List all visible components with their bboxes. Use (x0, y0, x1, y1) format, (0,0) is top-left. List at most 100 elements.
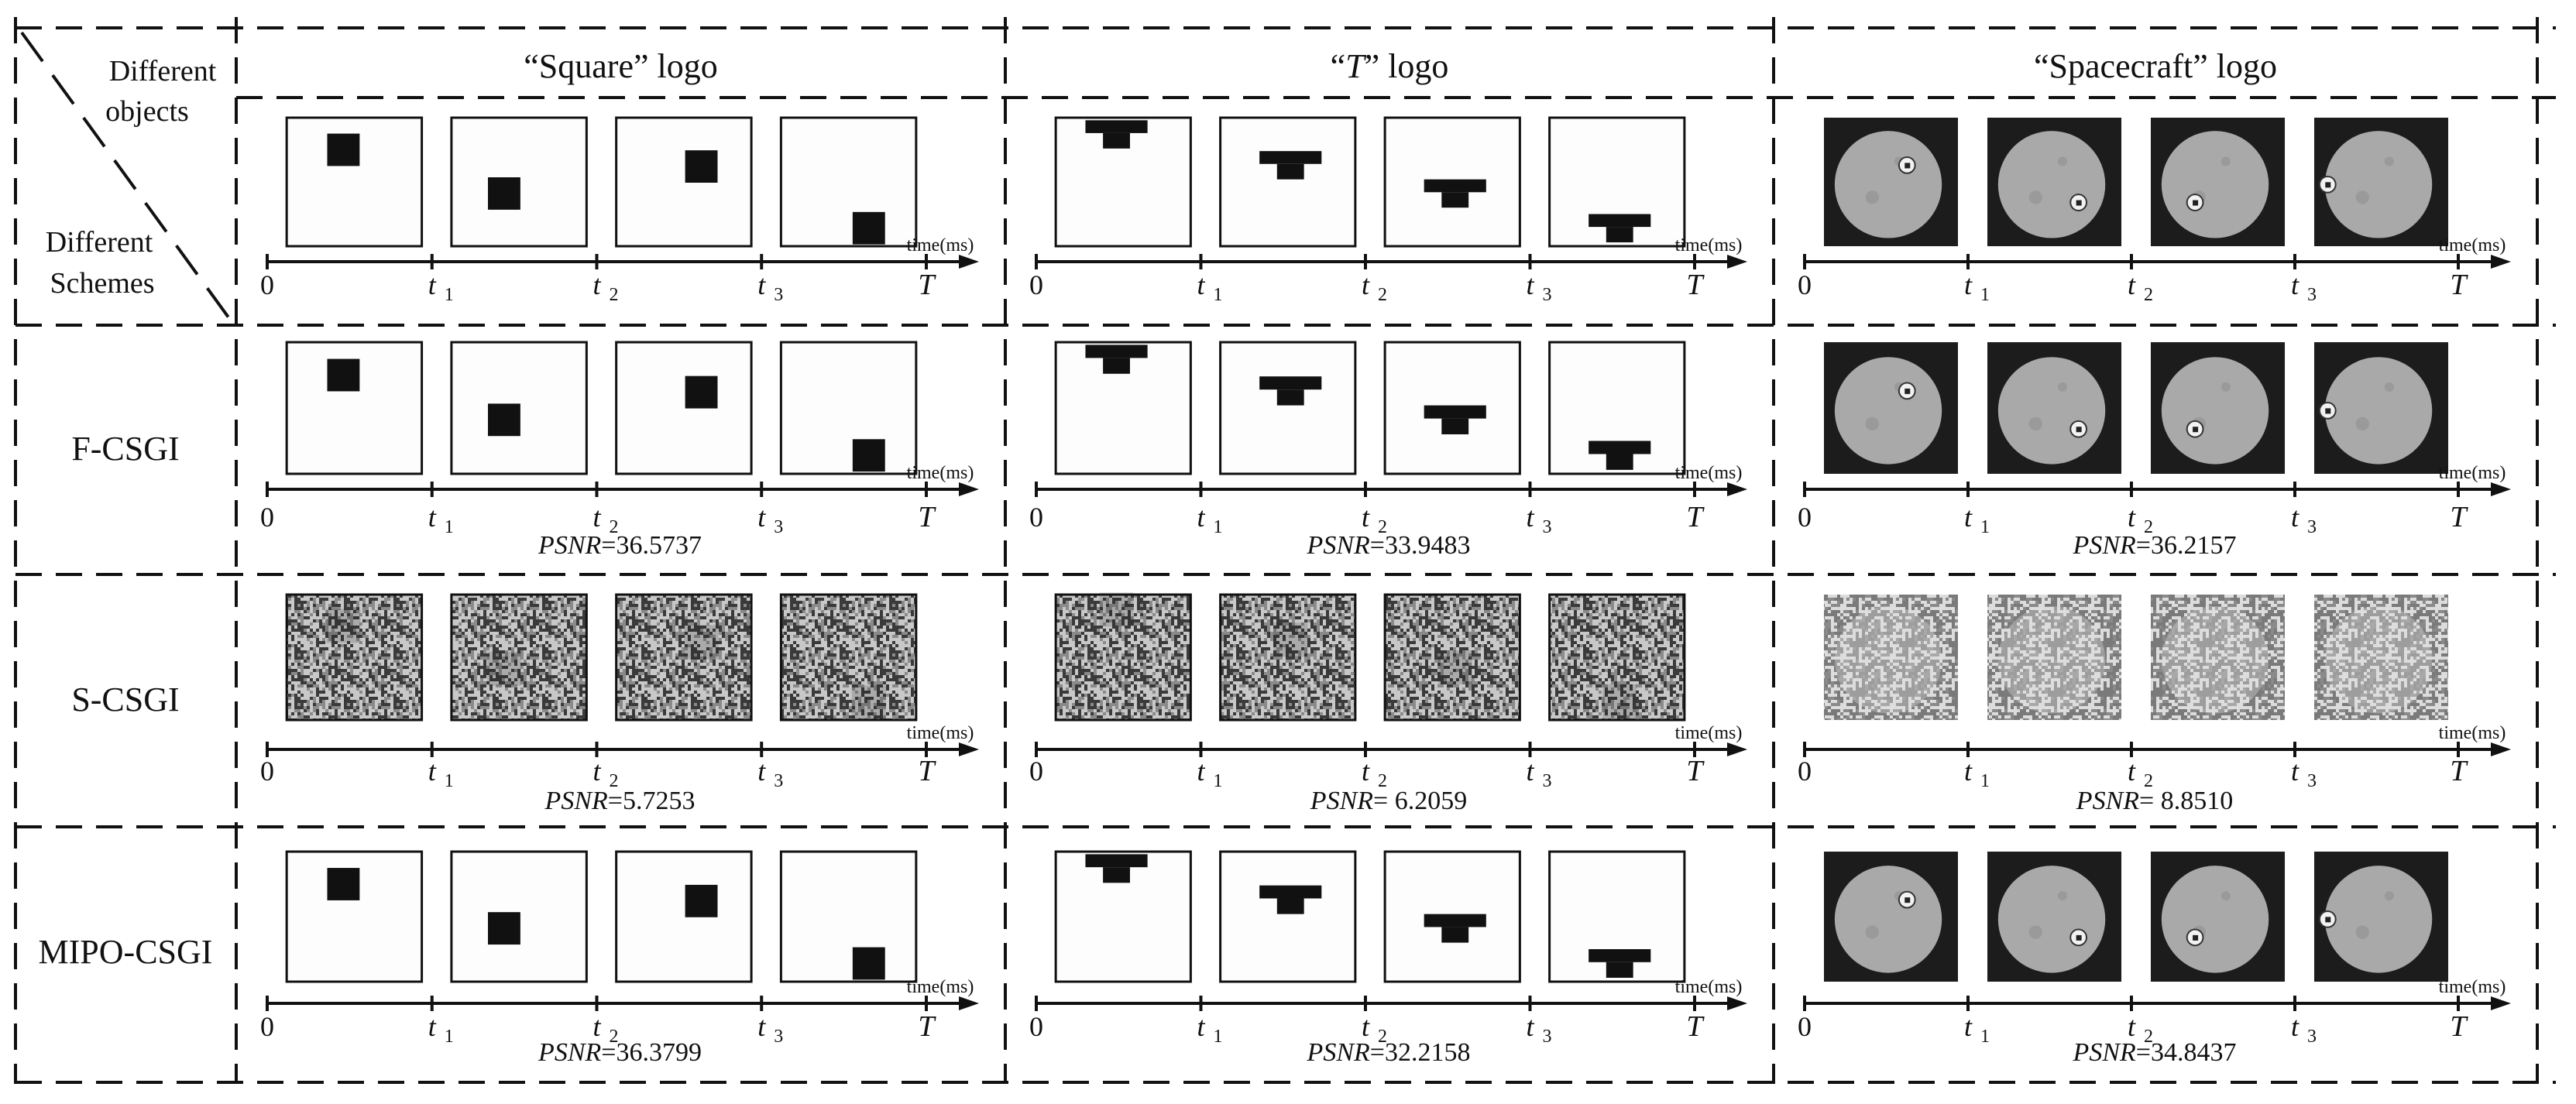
reconstruction-frame (2150, 595, 2286, 720)
time-axis-arrow (959, 482, 979, 496)
time-tick-label: t (1964, 1011, 1973, 1042)
spacecraft-window (2076, 934, 2082, 941)
time-tick-subscript: 2 (1378, 285, 1387, 305)
time-axis-label: time(ms) (1675, 723, 1743, 743)
time-end-label: T (918, 755, 936, 787)
time-tick-subscript: 1 (1214, 285, 1223, 305)
psnr-number: 5.7253 (623, 787, 696, 815)
psnr-prefix: PSNR (2073, 1038, 2136, 1067)
reconstruction-frame (1219, 593, 1357, 722)
spacecraft-window (2193, 427, 2199, 433)
square-object (685, 150, 718, 183)
t-object-bar (1085, 854, 1148, 868)
time-axis-label: time(ms) (2439, 463, 2506, 483)
psnr-prefix: PSNR (2073, 531, 2136, 560)
t-object-bar (1259, 151, 1322, 164)
time-tick-subscript: 2 (2144, 1027, 2153, 1047)
t-object-stem (1276, 163, 1304, 180)
time-axis-label: time(ms) (2439, 723, 2506, 743)
time-axis-arrow (2491, 996, 2511, 1010)
reconstruction-frame (615, 341, 753, 475)
cell-original-spacecraft: time(ms)0 t 1 t 2 t 3 T (1798, 118, 2511, 305)
psnr-value: PSNR=36.5737 (538, 531, 702, 560)
crater (2221, 382, 2231, 392)
spacecraft-window (2325, 408, 2331, 414)
psnr-number: 8.8510 (2154, 787, 2233, 815)
column-title-spacecraft: “Spacecraft” logo (2034, 47, 2277, 85)
planet (1834, 866, 1942, 973)
spacecraft-window (2325, 182, 2331, 188)
square-object (327, 358, 360, 392)
square-object (488, 403, 520, 437)
square-object (852, 439, 885, 472)
reconstruction-frame (779, 850, 918, 983)
time-axis-label: time(ms) (1675, 463, 1743, 483)
crater (2057, 891, 2067, 901)
psnr-equals: = (2139, 787, 2154, 815)
time-axis-arrow (2491, 742, 2511, 756)
spacecraft-window (2193, 200, 2199, 206)
time-origin-label: 0 (1798, 756, 1812, 787)
t-object-stem (1441, 927, 1469, 943)
time-end-label: T (1686, 501, 1705, 533)
psnr-number: 34.8437 (2151, 1038, 2237, 1067)
planet (1834, 357, 1942, 465)
corner-objects-label-2: objects (105, 95, 189, 128)
t-object-bar (1424, 179, 1486, 193)
reconstruction-frame (615, 116, 753, 248)
time-origin-label: 0 (1029, 1011, 1043, 1042)
psnr-number: 36.3799 (616, 1038, 702, 1067)
time-origin-label: 0 (1029, 269, 1043, 300)
row-label-mipo-csgi: MIPO-CSGI (39, 933, 213, 971)
reconstruction-frame (615, 593, 753, 722)
time-axis-label: time(ms) (1675, 977, 1743, 997)
time-tick-label: t (592, 756, 601, 787)
psnr-value: PSNR= 6.2059 (1310, 787, 1467, 815)
psnr-value: PSNR=5.7253 (544, 787, 696, 815)
time-end-label: T (918, 1010, 936, 1043)
reconstruction-frame (1987, 595, 2122, 720)
time-tick-label: t (1197, 269, 1205, 300)
planet (2161, 131, 2269, 238)
reconstruction-frame (450, 593, 588, 722)
crater (2384, 156, 2394, 166)
reconstruction-frame (1823, 595, 1959, 720)
corner-objects-label-1: Different (109, 55, 217, 87)
t-object-bar (1259, 376, 1322, 390)
time-axis-arrow (959, 255, 979, 269)
spacecraft-window (2325, 917, 2331, 923)
time-origin-label: 0 (260, 1011, 274, 1042)
time-origin-label: 0 (1798, 269, 1812, 300)
t-object-stem (1606, 227, 1633, 243)
square-object (852, 947, 885, 980)
corner-schemes-label-1: Different (46, 226, 153, 259)
crater (1865, 925, 1879, 939)
time-tick-subscript: 1 (1980, 517, 1990, 537)
time-axis-arrow (1727, 255, 1747, 269)
psnr-prefix: PSNR (544, 787, 608, 815)
time-tick-label: t (1362, 1011, 1370, 1042)
psnr-value: PSNR=36.3799 (538, 1038, 702, 1067)
time-tick-label: t (1362, 502, 1370, 533)
time-axis-label: time(ms) (907, 977, 974, 997)
psnr-equals: = (601, 1038, 616, 1067)
time-origin-label: 0 (1029, 756, 1043, 787)
reconstruction-frame (1383, 850, 1521, 983)
t-object-stem (1276, 389, 1304, 406)
time-tick-label: t (2128, 502, 2136, 533)
reconstruction-frame (779, 116, 918, 248)
psnr-prefix: PSNR (538, 1038, 601, 1067)
reconstruction-frame (1054, 593, 1192, 722)
t-object-stem (1606, 454, 1633, 470)
t-object-stem (1103, 358, 1130, 374)
row-label-s-csgi: S-CSGI (71, 681, 179, 718)
psnr-equals: = (1370, 1038, 1385, 1067)
row-label-f-csgi: F-CSGI (71, 430, 179, 468)
object-ghost (1273, 622, 1308, 657)
psnr-value: PSNR= 8.8510 (2076, 787, 2233, 815)
time-tick-subscript: 3 (2307, 517, 2317, 537)
